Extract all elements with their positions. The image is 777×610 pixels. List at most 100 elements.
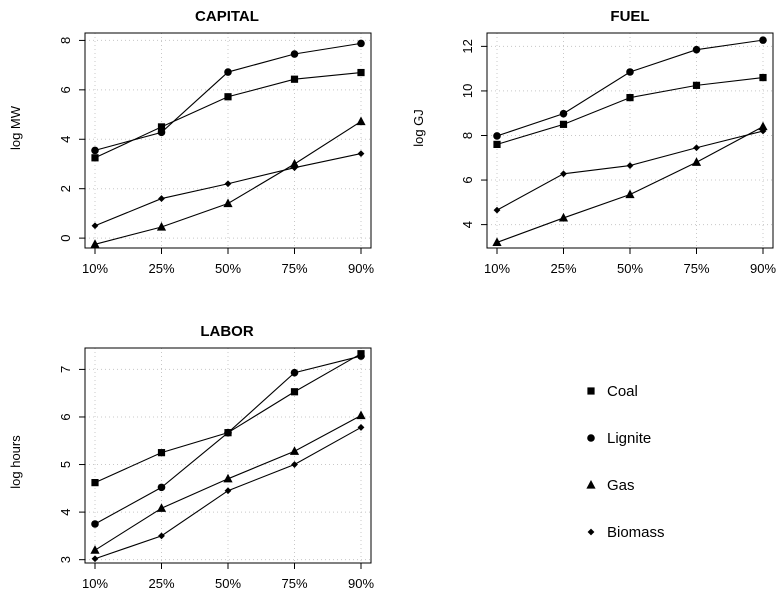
data-point-lignite [493, 132, 501, 140]
y-tick-label: 8 [58, 37, 73, 44]
x-tick-label: 90% [348, 261, 374, 276]
y-tick-label: 0 [58, 234, 73, 241]
legend-item-gas: Gas [586, 477, 635, 494]
y-tick-label: 6 [460, 176, 475, 183]
legend-marker-diamond [587, 528, 595, 536]
data-point-biomass [493, 206, 501, 214]
panel-capital: CAPITAL log MW 0 2 4 6 8 10% 25% 50% 75% 90% [8, 8, 374, 276]
y-tick-label: 5 [58, 461, 73, 468]
y-tick-label: 6 [58, 413, 73, 420]
data-point-coal [290, 388, 299, 396]
data-point-coal [626, 94, 634, 102]
legend-label: Biomass [607, 524, 665, 541]
y-tick-label: 8 [460, 132, 475, 139]
series-line-coal [496, 77, 764, 145]
x-tick-label: 75% [683, 261, 709, 276]
data-point-coal [224, 93, 232, 101]
legend-item-coal: Coal [587, 383, 638, 400]
data-point-gas [90, 545, 100, 554]
data-point-lignite [91, 520, 99, 528]
data-point-coal [357, 68, 365, 77]
data-point-coal [692, 81, 701, 89]
panel-labor: LABOR log hours 3 4 5 6 7 10% 25% 50% 75% 90% [8, 323, 374, 591]
plot-markers [90, 350, 366, 563]
y-axis: 4 6 8 10 12 [460, 39, 487, 228]
data-point-gas [356, 410, 366, 420]
y-axis-label: log GJ [411, 109, 426, 147]
data-point-gas [289, 158, 300, 168]
y-axis-label: log hours [8, 435, 23, 489]
x-tick-label: 50% [215, 576, 241, 591]
y-tick-label: 2 [58, 185, 73, 192]
x-tick-label: 75% [281, 261, 307, 276]
data-point-coal [493, 140, 501, 148]
data-point-gas [223, 473, 233, 483]
data-point-coal [157, 449, 166, 457]
x-tick-label: 50% [617, 261, 643, 276]
x-tick-label: 25% [550, 261, 576, 276]
panel-title: LABOR [200, 323, 253, 340]
data-point-biomass [158, 195, 165, 202]
legend-label: Coal [607, 383, 638, 400]
x-tick-label: 10% [82, 261, 108, 276]
data-point-lignite [626, 68, 634, 76]
y-tick-label: 4 [460, 221, 475, 228]
x-axis: 10% 25% 50% 75% 90% [82, 563, 374, 591]
data-point-coal [157, 123, 166, 131]
data-point-gas [156, 503, 167, 512]
legend-marker-circle [587, 434, 595, 442]
data-point-biomass [91, 555, 99, 563]
data-point-lignite [357, 352, 365, 360]
y-tick-label: 4 [58, 508, 73, 515]
legend: Coal Lignite Gas Biomass [586, 383, 665, 541]
data-point-lignite [157, 128, 166, 137]
data-point-biomass [357, 424, 365, 431]
data-point-biomass [693, 144, 700, 152]
y-axis: 0 2 4 6 8 [58, 37, 85, 242]
data-point-biomass [291, 164, 298, 172]
data-point-gas [156, 221, 167, 231]
data-point-coal [91, 154, 99, 162]
data-point-gas [289, 446, 300, 455]
x-axis: 10% 25% 50% 75% 90% [484, 248, 776, 276]
x-tick-label: 75% [281, 576, 307, 591]
data-point-biomass [158, 532, 165, 540]
data-point-coal [91, 479, 99, 487]
plot-markers [90, 39, 366, 248]
data-point-lignite [224, 428, 232, 437]
grid [487, 33, 773, 248]
data-point-lignite [290, 368, 299, 377]
x-tick-label: 25% [148, 576, 174, 591]
data-point-lignite [290, 50, 299, 58]
series-line-biomass [496, 130, 764, 211]
data-point-lignite [157, 483, 166, 492]
series-line-coal [94, 353, 362, 484]
data-point-lignite [224, 68, 232, 76]
grid [85, 33, 371, 248]
data-point-gas [223, 198, 233, 208]
y-tick-label: 4 [58, 136, 73, 143]
data-point-gas [558, 212, 569, 222]
data-point-lignite [357, 39, 365, 48]
panel-fuel: FUEL log GJ 4 6 8 10 12 10% 25% 50% 75% 90% [411, 8, 776, 276]
legend-marker-triangle [586, 480, 596, 489]
y-tick-label: 12 [460, 39, 475, 53]
y-axis-label: log MW [8, 105, 23, 150]
x-tick-label: 25% [148, 261, 174, 276]
data-point-coal [759, 73, 767, 82]
legend-label: Gas [607, 477, 635, 494]
plot-markers [492, 36, 768, 247]
y-tick-label: 3 [58, 556, 73, 563]
data-point-biomass [224, 180, 232, 188]
data-point-gas [691, 157, 702, 166]
data-point-lignite [91, 146, 99, 155]
x-tick-label: 10% [82, 576, 108, 591]
data-point-biomass [291, 461, 298, 468]
x-axis: 10% 25% 50% 75% 90% [82, 248, 374, 276]
data-point-gas [758, 121, 768, 131]
data-point-gas [356, 116, 366, 126]
legend-item-biomass: Biomass [587, 524, 665, 541]
data-point-coal [290, 75, 299, 83]
data-point-gas [625, 189, 635, 199]
